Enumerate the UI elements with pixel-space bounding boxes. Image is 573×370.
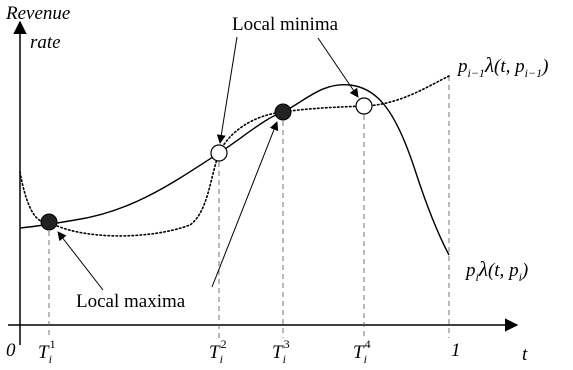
tick-label-t3: T3 i: [272, 337, 290, 366]
local-minimum-marker-2: [355, 97, 373, 115]
origin-label: 0: [6, 340, 16, 361]
end-label: 1: [451, 340, 461, 361]
tick-label-t2: T2 i: [209, 337, 227, 366]
minima-arrow-1: [216, 36, 238, 144]
solid-curve-label: piλ(t, pi): [464, 257, 528, 284]
dotted-curve: [19, 75, 450, 237]
local-minimum-marker-1: [210, 144, 228, 162]
x-axis-label: t: [522, 344, 528, 365]
y-axis-label-line1: Revenue: [5, 3, 70, 24]
tick-label-t1: T1 i: [38, 337, 56, 366]
minima-arrow-2: [317, 37, 359, 98]
local-maxima-label: Local maxima: [76, 291, 186, 312]
maxima-arrow-2: [211, 121, 279, 288]
tick-label-t4: T4 i: [353, 337, 371, 366]
local-minima-label: Local minima: [232, 14, 339, 35]
local-maximum-marker-1: [40, 213, 58, 231]
y-axis-label-line2: rate: [30, 32, 61, 53]
local-maximum-marker-2: [274, 103, 292, 121]
maxima-arrow-1: [57, 231, 104, 291]
dotted-curve-label: pi−1λ(t, pi−1): [456, 53, 548, 80]
